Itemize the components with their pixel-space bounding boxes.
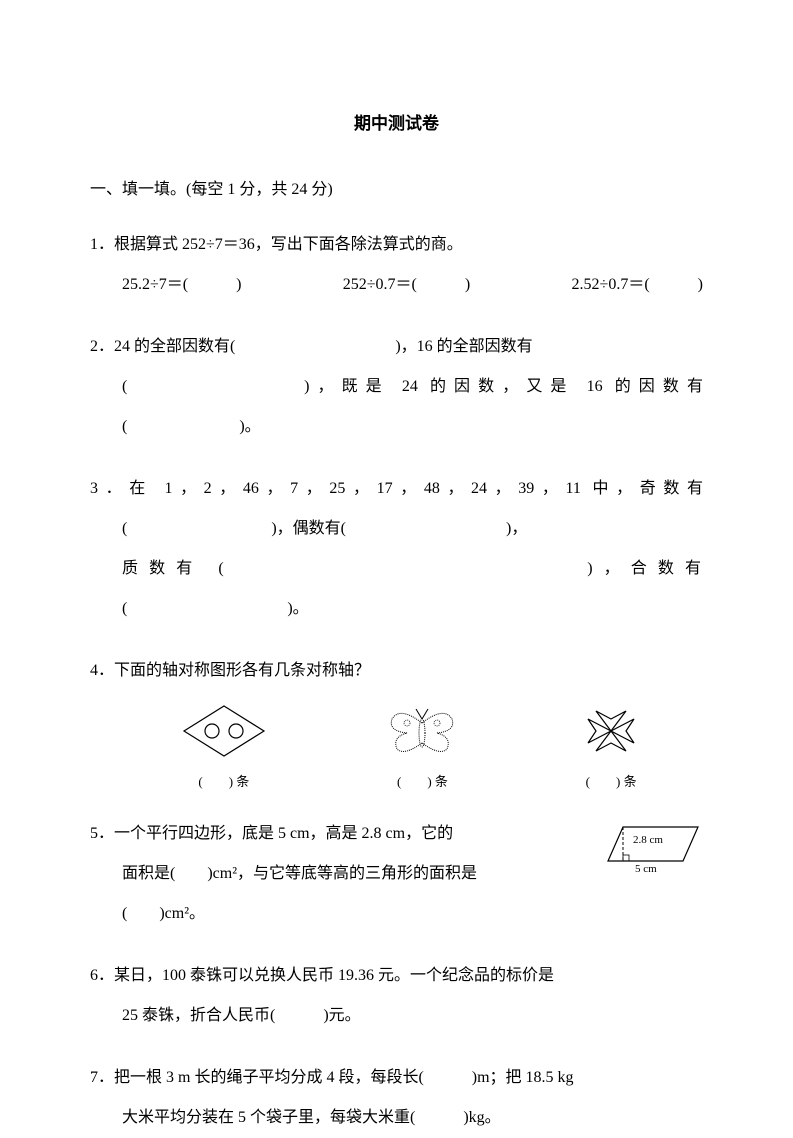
page-title: 期中测试卷 — [90, 110, 703, 137]
question-4: 4．下面的轴对称图形各有几条对称轴？ ( ) 条 ( ) 条 — [90, 651, 703, 793]
q7-line1: 7．把一根 3 m 长的绳子平均分成 4 段，每段长( )m；把 18.5 kg — [90, 1058, 703, 1098]
q4-stem: 4．下面的轴对称图形各有几条对称轴？ — [90, 651, 703, 691]
q3-line2: ( )，偶数有( )， — [90, 509, 703, 549]
question-6: 6．某日，100 泰铢可以兑换人民币 19.36 元。一个纪念品的标价是 25 … — [90, 956, 703, 1036]
q4-caption-2: ( ) 条 — [382, 772, 462, 793]
q1-blank-c: 2.52÷0.7＝( ) — [572, 265, 703, 305]
q4-caption-3: ( ) 条 — [576, 772, 646, 793]
q1-stem: 1．根据算式 252÷7＝36，写出下面各除法算式的商。 — [90, 225, 703, 265]
q6-line2: 25 泰铢，折合人民币( )元。 — [90, 996, 703, 1036]
question-7: 7．把一根 3 m 长的绳子平均分成 4 段，每段长( )m；把 18.5 kg… — [90, 1058, 703, 1138]
question-5: 2.8 cm 5 cm 5．一个平行四边形，底是 5 cm，高是 2.8 cm，… — [90, 814, 703, 934]
q3-line3: 质数有 ( )，合数有 — [90, 549, 703, 589]
q4-caption-1: ( ) 条 — [179, 772, 269, 793]
q1-blank-a: 25.2÷7＝( ) — [122, 265, 241, 305]
q2-line3: ( )。 — [90, 407, 703, 447]
q4-figure-1: ( ) 条 — [179, 701, 269, 793]
q2-line1: 2．24 的全部因数有( )，16 的全部因数有 — [90, 327, 703, 367]
svg-text:2.8 cm: 2.8 cm — [633, 834, 663, 846]
q4-figure-3: ( ) 条 — [576, 701, 646, 793]
question-3: 3．在 1，2，46，7，25，17，48，24，39，11 中，奇数有 ( )… — [90, 469, 703, 629]
section-1-header: 一、填一填。(每空 1 分，共 24 分) — [90, 177, 703, 203]
butterfly-icon — [382, 701, 462, 761]
q3-line1: 3．在 1，2，46，7，25，17，48，24，39，11 中，奇数有 — [90, 469, 703, 509]
q3-line4: ( )。 — [90, 589, 703, 629]
svg-text:5 cm: 5 cm — [635, 863, 657, 874]
q6-line1: 6．某日，100 泰铢可以兑换人民币 19.36 元。一个纪念品的标价是 — [90, 956, 703, 996]
diamond-circles-icon — [179, 701, 269, 761]
q7-line2: 大米平均分装在 5 个袋子里，每袋大米重( )kg。 — [90, 1098, 703, 1138]
q2-line2: ( )，既是 24 的因数，又是 16 的因数有 — [90, 367, 703, 407]
question-2: 2．24 的全部因数有( )，16 的全部因数有 ( )，既是 24 的因数，又… — [90, 327, 703, 447]
four-petal-icon — [576, 701, 646, 761]
q1-blank-b: 252÷0.7＝( ) — [343, 265, 470, 305]
question-1: 1．根据算式 252÷7＝36，写出下面各除法算式的商。 25.2÷7＝( ) … — [90, 225, 703, 305]
parallelogram-diagram: 2.8 cm 5 cm — [603, 819, 703, 883]
q5-line3: ( )cm²。 — [90, 894, 703, 934]
q4-figure-2: ( ) 条 — [382, 701, 462, 793]
